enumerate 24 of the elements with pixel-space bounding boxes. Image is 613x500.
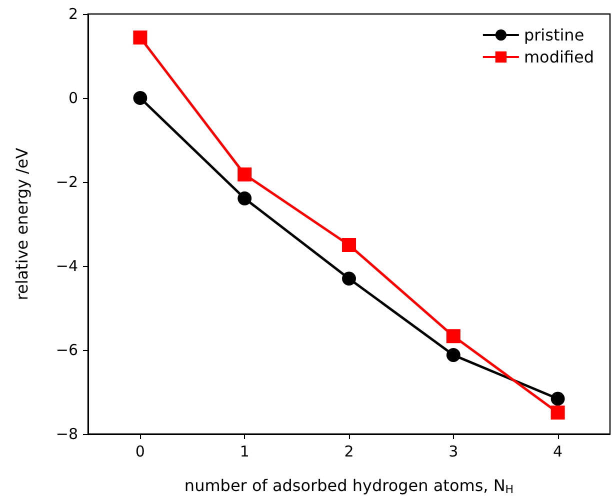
point	[446, 348, 460, 362]
point	[133, 91, 148, 105]
x-tick-label: 2	[344, 442, 354, 460]
y-tick-label: −8	[56, 425, 78, 443]
point	[550, 406, 565, 420]
y-tick-label: −2	[56, 173, 78, 191]
y-tick-label: 2	[68, 5, 78, 23]
y-axis-title: relative energy /eV	[12, 148, 32, 300]
y-tick-label: −6	[56, 341, 78, 359]
point	[550, 392, 565, 406]
point	[342, 238, 356, 252]
x-tick-label: 0	[135, 442, 145, 460]
legend-label: modified	[524, 48, 594, 66]
legend-label: pristine	[524, 26, 584, 44]
point	[238, 191, 252, 206]
point	[238, 167, 252, 182]
y-tick-label: 0	[68, 89, 78, 107]
x-tick-label: 1	[240, 442, 250, 460]
point	[446, 329, 460, 344]
x-tick-label: 4	[553, 442, 563, 460]
y-tick-label: −4	[56, 257, 78, 275]
point	[133, 30, 148, 45]
x-tick-label: 3	[448, 442, 458, 460]
point	[342, 272, 356, 286]
